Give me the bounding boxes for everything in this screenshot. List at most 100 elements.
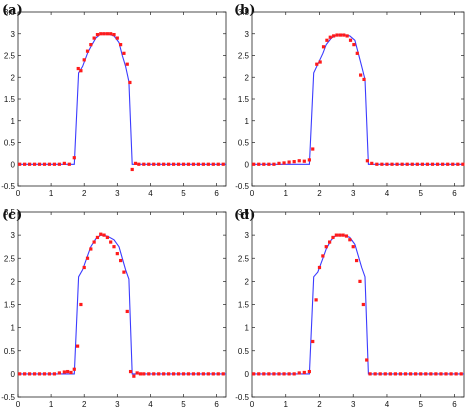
data-point <box>69 370 73 375</box>
y-tick-label: 2 <box>245 73 250 82</box>
data-point <box>162 162 166 166</box>
data-point <box>302 159 306 163</box>
data-point <box>37 372 42 376</box>
data-point <box>122 51 126 55</box>
data-point <box>338 233 342 237</box>
data-point <box>152 162 156 166</box>
x-tick-label: 0 <box>16 189 21 198</box>
data-point <box>67 162 71 166</box>
data-point <box>321 45 326 49</box>
data-point <box>315 62 319 66</box>
data-point <box>142 372 146 376</box>
y-tick-label: 0 <box>245 370 250 379</box>
data-point <box>307 158 311 162</box>
data-point <box>105 235 109 240</box>
data-point <box>449 372 453 376</box>
data-point <box>147 162 151 166</box>
data-point <box>211 372 215 376</box>
data-point <box>419 372 423 376</box>
data-point <box>444 372 448 376</box>
data-point <box>292 160 296 164</box>
data-point <box>132 374 136 378</box>
data-point <box>201 162 205 166</box>
y-tick-label: 2.5 <box>4 52 16 61</box>
data-point <box>92 240 96 244</box>
data-point <box>99 232 103 236</box>
data-point <box>82 58 86 62</box>
data-point <box>206 372 210 376</box>
y-tick-label: 3 <box>11 30 16 39</box>
x-tick-label: 4 <box>148 189 153 198</box>
data-point <box>398 372 403 376</box>
data-point <box>52 372 57 376</box>
data-point <box>307 369 311 374</box>
chart-panel-2: (b)0 1 2 3 4 5 6-0.500.511.522.533.5 <box>234 3 465 198</box>
axes-frame <box>251 11 465 187</box>
x-tick-label: 0 <box>16 400 21 409</box>
data-point <box>341 233 345 237</box>
y-tick-label: 3.5 <box>4 8 16 17</box>
y-tick-label: 2.5 <box>238 52 250 61</box>
data-point <box>378 372 382 376</box>
y-tick-label: 3.5 <box>238 208 250 217</box>
data-point <box>430 162 435 166</box>
data-point <box>125 62 129 66</box>
x-tick-label: 6 <box>214 189 219 198</box>
data-point <box>410 162 414 166</box>
y-tick-label: -0.5 <box>235 182 249 191</box>
data-point <box>415 162 419 166</box>
data-point <box>57 162 61 166</box>
data-point <box>325 38 329 42</box>
y-tick-label: 3.5 <box>238 8 250 17</box>
data-point <box>181 162 186 166</box>
data-point <box>338 33 343 37</box>
panel-label: (c) <box>2 208 22 223</box>
data-point <box>385 162 389 166</box>
data-point <box>216 162 220 166</box>
data-point <box>297 371 301 375</box>
data-point <box>109 240 113 244</box>
data-point <box>434 372 438 376</box>
data-point <box>85 256 90 260</box>
data-point <box>119 43 123 47</box>
data-point <box>138 372 143 376</box>
data-point <box>47 162 52 166</box>
data-point <box>400 162 404 166</box>
data-point <box>454 372 458 376</box>
x-tick-label: 2 <box>82 189 87 198</box>
data-point <box>345 34 349 38</box>
data-point <box>176 372 181 376</box>
data-point <box>102 32 106 36</box>
data-point <box>32 372 37 376</box>
data-point <box>102 233 106 237</box>
data-point <box>18 162 22 166</box>
data-point <box>321 254 325 258</box>
data-point <box>252 162 256 166</box>
data-point <box>342 33 346 37</box>
data-point <box>23 162 27 166</box>
data-point <box>32 162 37 166</box>
y-tick-label: 1 <box>245 117 250 126</box>
data-point <box>109 32 113 36</box>
data-point <box>181 372 186 376</box>
data-point <box>221 372 225 376</box>
x-tick-label: 1 <box>49 189 54 198</box>
data-point <box>424 372 428 376</box>
data-point <box>334 233 338 237</box>
x-tick-label: 5 <box>181 189 186 198</box>
data-point <box>128 80 132 85</box>
y-tick-label: -0.5 <box>1 393 15 402</box>
data-point <box>252 372 256 376</box>
data-point <box>358 279 362 283</box>
data-point <box>186 372 191 376</box>
data-point <box>324 245 328 249</box>
data-point <box>89 43 93 47</box>
data-point <box>75 344 80 348</box>
data-point <box>365 159 369 163</box>
data-point <box>115 252 119 256</box>
data-point <box>380 162 384 166</box>
x-tick-label: 2 <box>317 189 322 198</box>
y-tick-label: 3 <box>245 30 250 39</box>
data-point <box>221 162 225 166</box>
data-point <box>311 147 315 151</box>
